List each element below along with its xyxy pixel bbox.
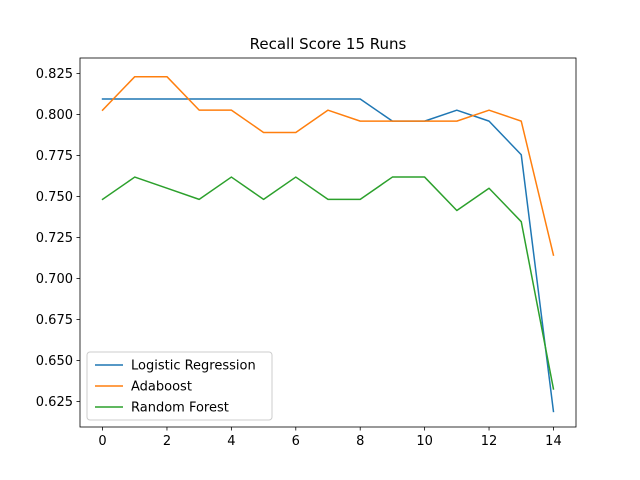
legend: Logistic Regression Adaboost Random Forest xyxy=(86,351,273,421)
y-tick-label: 0.775 xyxy=(36,149,73,164)
legend-label: Adaboost xyxy=(131,380,192,395)
plot-lines xyxy=(101,75,555,413)
legend-label: Logistic Regression xyxy=(131,359,256,374)
x-tick-label: 6 xyxy=(292,434,300,449)
y-tick-label: 0.750 xyxy=(36,190,73,205)
x-tick-label: 12 xyxy=(481,434,498,449)
y-tick-label: 0.675 xyxy=(36,313,73,328)
chart-title: Recall Score 15 Runs xyxy=(250,35,407,53)
series-line-2 xyxy=(101,176,555,390)
x-tick-label: 8 xyxy=(356,434,364,449)
y-tick-label: 0.700 xyxy=(36,272,73,287)
legend-box xyxy=(86,351,273,421)
x-tick-label: 4 xyxy=(227,434,235,449)
x-tick-label: 0 xyxy=(98,434,106,449)
series-line-1 xyxy=(101,75,555,257)
x-tick-label: 14 xyxy=(545,434,562,449)
y-tick-label: 0.725 xyxy=(36,231,73,246)
y-axis: 0.625 0.650 0.675 0.700 0.725 0.750 0.775 0.800… xyxy=(36,67,80,410)
plot-frame xyxy=(79,57,577,428)
series-line-0 xyxy=(101,98,555,413)
y-tick-label: 0.650 xyxy=(36,354,73,369)
x-tick-label: 2 xyxy=(163,434,171,449)
y-tick-label: 0.825 xyxy=(36,67,73,82)
x-tick-label: 10 xyxy=(416,434,433,449)
x-axis: 0 2 4 6 8 10 12 14 xyxy=(98,427,562,449)
y-tick-label: 0.625 xyxy=(36,395,73,410)
legend-label: Random Forest xyxy=(131,401,229,416)
y-tick-label: 0.800 xyxy=(36,108,73,123)
